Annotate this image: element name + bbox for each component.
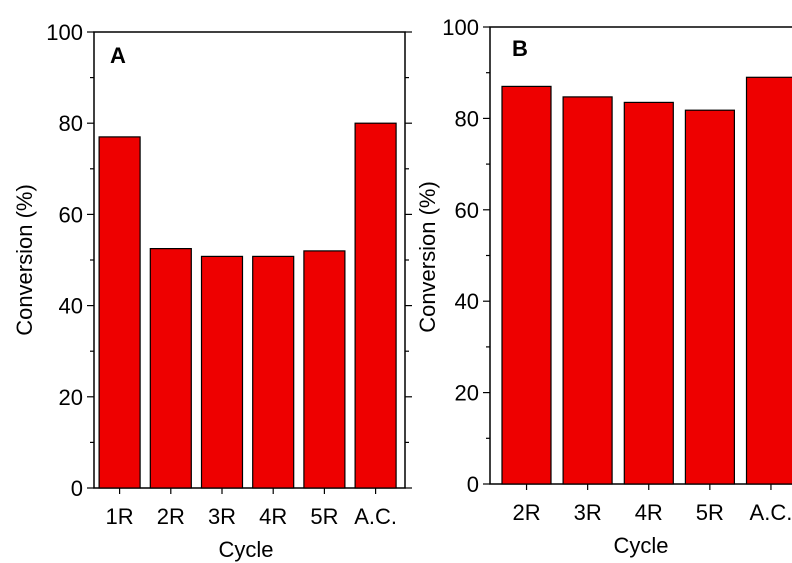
bar-b-5 [745,76,792,485]
y-tick-label-b: 40 [455,289,479,314]
x-tick-label-b-3: 4R [635,500,663,525]
x-tick-label-a-3: 3R [208,504,236,529]
y-axis-a: 0 20 40 60 80 100 [46,20,412,501]
bar-a-1 [98,136,141,489]
x-tick-label-b-5: A.C. [750,500,792,525]
y-tick-label-a: 20 [59,385,83,410]
y-axis-title-b: Conversion (%) [415,181,440,333]
x-axis-title-a: Cycle [218,537,273,562]
x-tick-label-a-2: 2R [157,504,185,529]
bar-a-3 [200,255,244,489]
bar-series-a [98,122,397,489]
chart-panel-b: 0 20 40 60 80 100 2R 3R 4R 5R A.C. B Conversion (… [415,15,792,558]
y-axis-b: 0 20 40 60 80 100 [442,15,490,497]
bar-a-2 [149,248,192,489]
y-tick-label-b: 60 [455,198,479,223]
x-axis-title-b: Cycle [613,533,668,558]
x-axis-b: 2R 3R 4R 5R A.C. [512,484,792,525]
bar-a-4 [252,255,295,489]
y-tick-label-a: 80 [59,111,83,136]
chart-panel-a: 0 20 40 60 80 100 1R 2R 3R 4R 5R A.C. A Conversion… [12,20,412,562]
y-tick-label-a: 0 [71,476,83,501]
bar-b-2 [562,96,613,485]
y-axis-title-a: Conversion (%) [12,184,37,336]
x-tick-label-a-6: A.C. [354,504,397,529]
x-tick-label-b-2: 3R [574,500,602,525]
bar-a-5 [303,250,346,489]
x-tick-label-a-1: 1R [106,504,134,529]
x-axis-a: 1R 2R 3R 4R 5R A.C. [106,488,397,529]
y-tick-label-a: 60 [59,202,83,227]
y-tick-label-b: 80 [455,106,479,131]
x-tick-label-b-1: 2R [512,500,540,525]
bar-b-1 [501,85,552,485]
bar-b-3 [623,101,674,485]
x-tick-label-a-4: 4R [259,504,287,529]
y-tick-label-b: 20 [455,381,479,406]
panel-label-b: B [512,36,528,61]
y-tick-label-b: 0 [467,472,479,497]
y-tick-label-a: 40 [59,294,83,319]
y-tick-label-a: 100 [46,20,83,45]
panel-label-a: A [110,43,126,68]
bar-a-6 [354,122,397,489]
y-tick-label-b: 100 [442,15,479,40]
x-tick-label-b-4: 5R [696,500,724,525]
bar-b-4 [684,109,736,485]
bar-series-b [501,76,792,485]
x-tick-label-a-5: 5R [310,504,338,529]
